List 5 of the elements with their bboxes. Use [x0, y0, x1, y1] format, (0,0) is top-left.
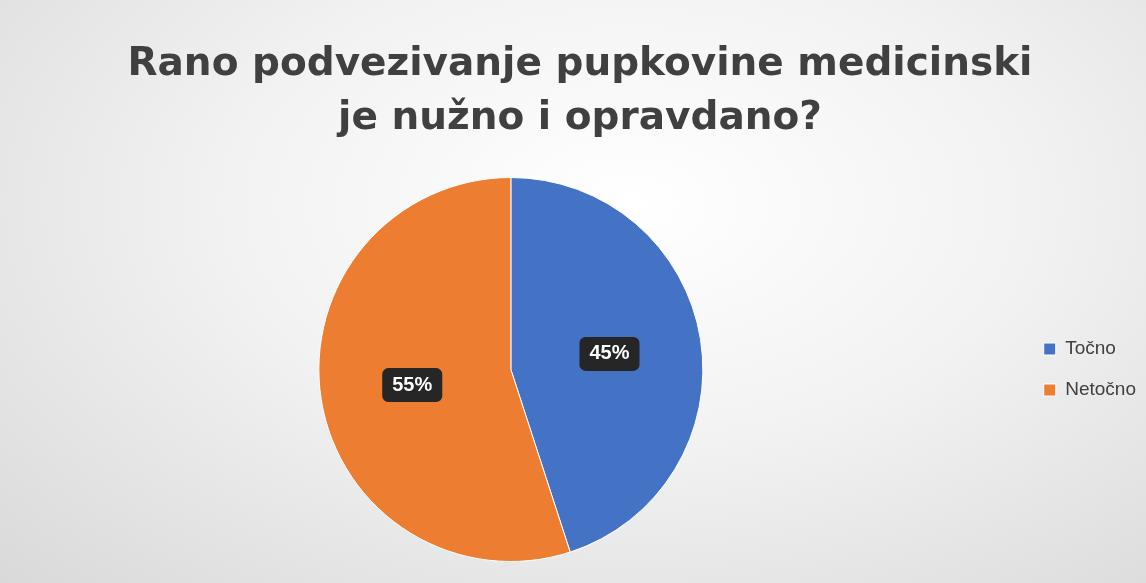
- chart-title: Rano podvezivanje pupkovine medicinski je nužno i opravdano?: [126, 38, 1034, 140]
- legend-label: Netočno: [1065, 378, 1137, 400]
- data-label: 55%: [392, 372, 433, 395]
- data-label: 45%: [589, 341, 630, 364]
- legend-label: Točno: [1065, 337, 1116, 359]
